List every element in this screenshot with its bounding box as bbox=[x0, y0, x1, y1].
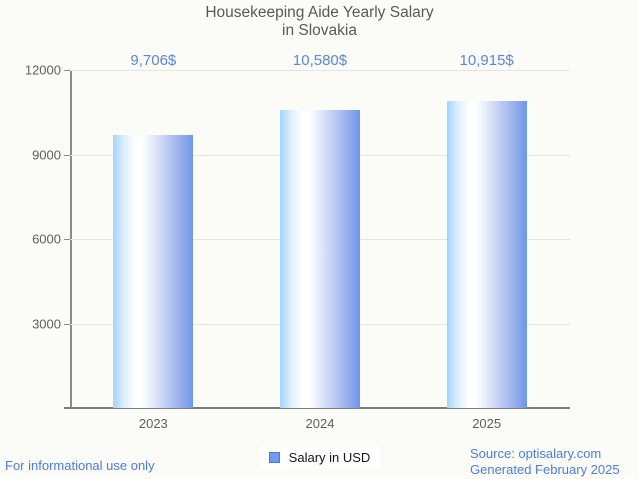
x-axis-category-label: 2023 bbox=[138, 416, 168, 431]
bar-value-label: 10,580$ bbox=[292, 52, 348, 69]
x-axis-label-row: 2023 2024 2025 bbox=[70, 416, 570, 435]
bar-value-label: 10,915$ bbox=[459, 52, 514, 69]
x-axis-category-label: 2025 bbox=[472, 416, 502, 431]
value-label-row: 9,706$ 10,580$ 10,915$ bbox=[70, 52, 570, 71]
x-axis-line bbox=[64, 407, 570, 409]
chart-title-line2: in Slovakia bbox=[282, 22, 357, 39]
source-note: Source: optisalary.com Generated Februar… bbox=[470, 446, 620, 477]
salary-bar bbox=[280, 110, 360, 408]
x-axis-category-label: 2024 bbox=[305, 416, 335, 431]
chart-title-line1: Housekeeping Aide Yearly Salary bbox=[205, 4, 434, 21]
disclaimer-text: For informational use only bbox=[5, 458, 155, 473]
y-axis-tick bbox=[64, 239, 70, 240]
legend-label: Salary in USD bbox=[288, 450, 371, 465]
y-axis-tick-label: 6000 bbox=[32, 231, 61, 247]
y-axis-tick bbox=[64, 70, 70, 71]
y-axis-tick-label: 12000 bbox=[24, 62, 61, 78]
salary-bar bbox=[446, 100, 527, 408]
legend-swatch bbox=[268, 452, 280, 463]
y-axis-tick bbox=[64, 323, 70, 325]
bar-value-label: 9,706$ bbox=[130, 52, 177, 69]
y-axis-tick-label: 3000 bbox=[32, 316, 61, 331]
y-axis-tick-label: 9000 bbox=[32, 147, 61, 162]
salary-bar bbox=[113, 134, 194, 408]
chart-title: Housekeeping Aide Yearly Salary in Slovak… bbox=[0, 4, 639, 40]
legend-entry: Salary in USD bbox=[258, 447, 381, 468]
plot-area: 3000 6000 9000 12000 bbox=[25, 63, 570, 409]
y-axis-tick bbox=[64, 154, 70, 156]
legend: Salary in USD bbox=[0, 447, 639, 468]
generated-text: Generated February 2025 bbox=[470, 461, 620, 477]
source-text: Source: optisalary.com bbox=[470, 446, 602, 461]
gridline bbox=[70, 70, 570, 71]
